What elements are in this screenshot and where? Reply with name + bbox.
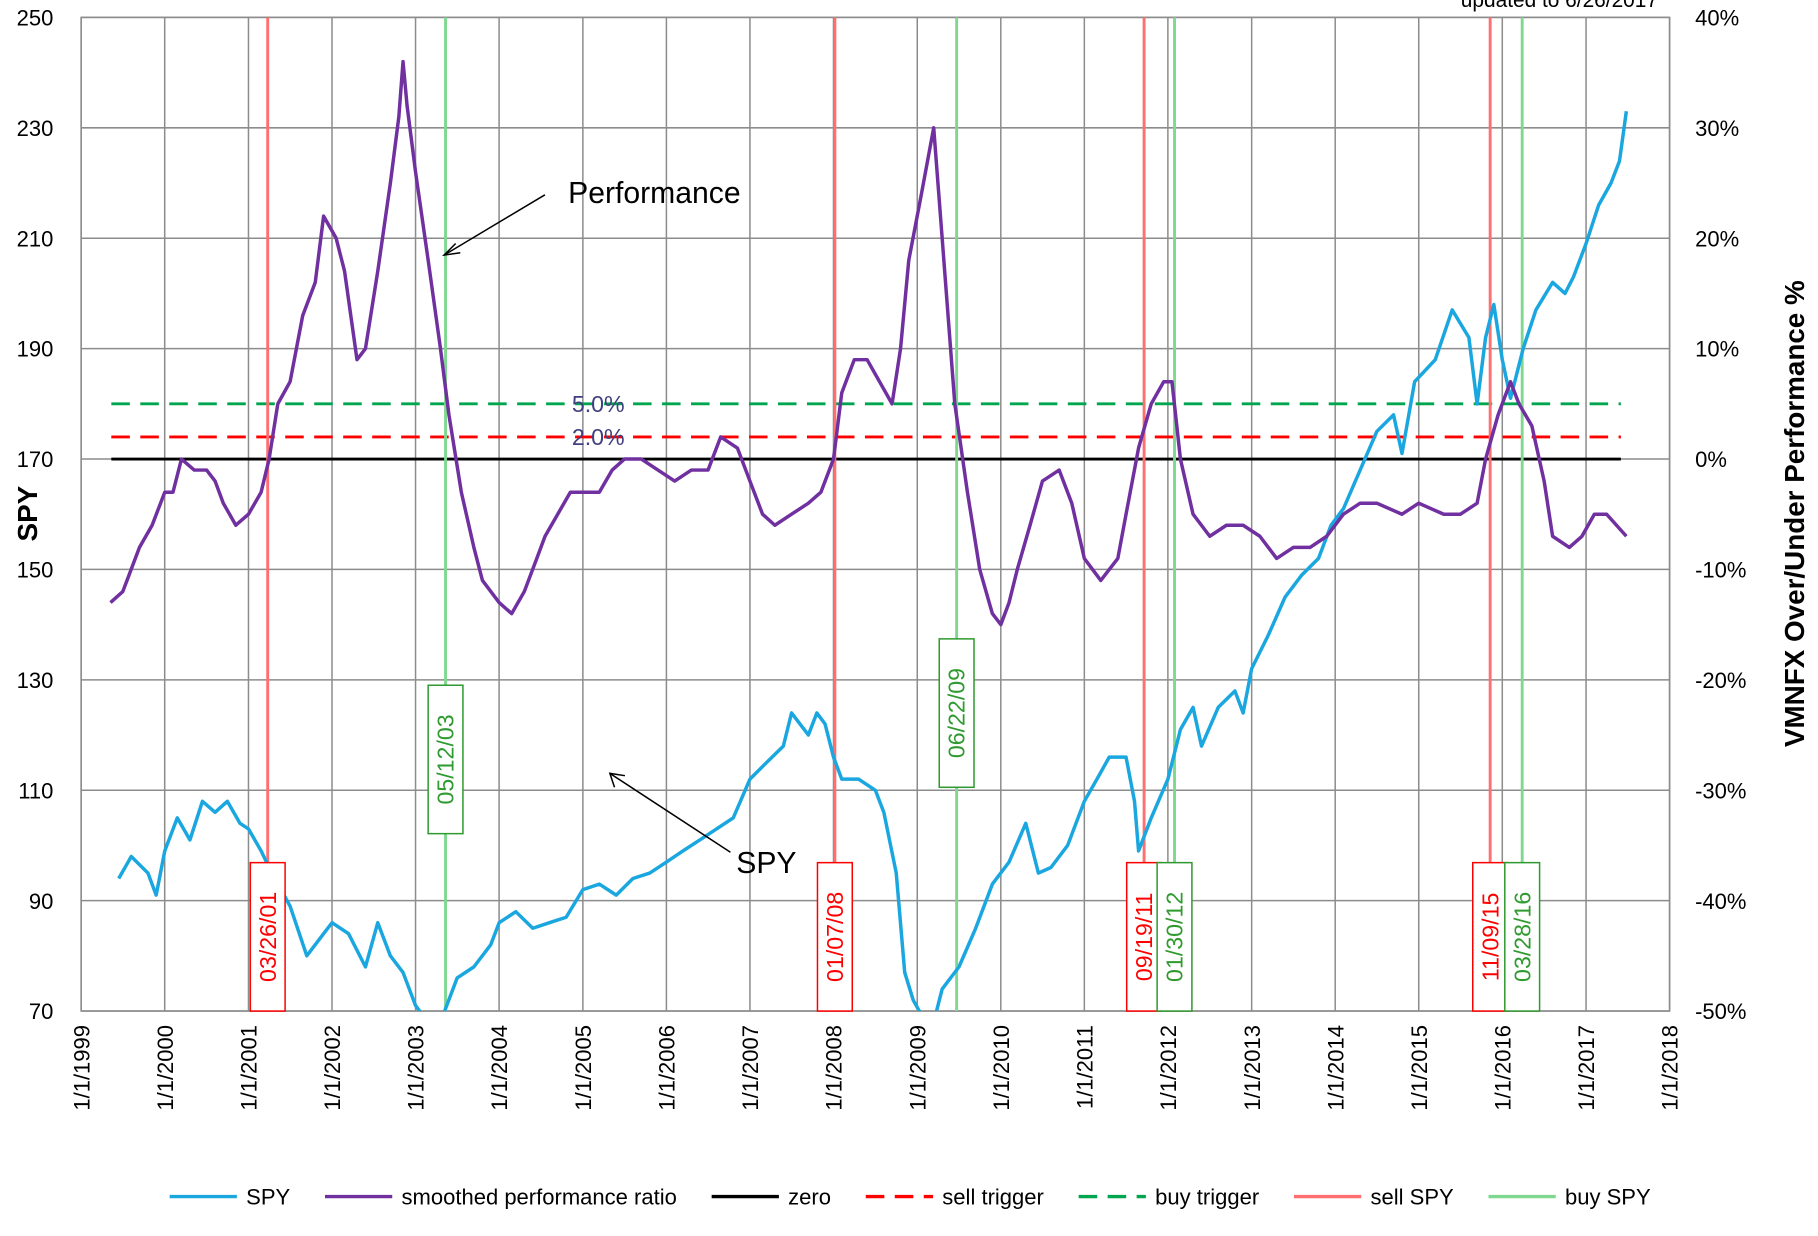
- y-tick-label: 170: [17, 447, 54, 472]
- performance-annotation: Performance: [568, 177, 740, 210]
- x-tick-label: 1/1/1999: [69, 1025, 94, 1111]
- y2-tick-label: 40%: [1695, 6, 1739, 31]
- signal-label: 06/22/09: [944, 668, 970, 758]
- y2-axis-title: VMNFX Over/Under Performance %: [1779, 280, 1810, 747]
- x-tick-label: 1/1/2005: [571, 1025, 596, 1111]
- signal-label: 03/26/01: [255, 892, 281, 982]
- y2-tick-label: -30%: [1695, 778, 1746, 803]
- trigger-label: 5.0%: [572, 391, 625, 417]
- y-tick-label: 150: [17, 558, 54, 583]
- y-tick-label: 130: [17, 668, 54, 693]
- legend-label: zero: [788, 1185, 831, 1210]
- y-axis-title: SPY: [12, 485, 43, 541]
- legend-label: smoothed performance ratio: [402, 1185, 677, 1210]
- x-tick-label: 1/1/2014: [1323, 1025, 1348, 1111]
- x-tick-label: 1/1/2012: [1156, 1025, 1181, 1111]
- signal-label-box: [427, 684, 464, 835]
- annotation-arrowhead: [441, 242, 461, 257]
- x-tick-label: 1/1/2001: [237, 1025, 262, 1111]
- trigger-label: 2.0%: [572, 424, 625, 450]
- signal-label-box: [1472, 861, 1509, 1012]
- y2-tick-label: -40%: [1695, 889, 1746, 914]
- annotation-arrowhead: [608, 772, 626, 788]
- x-tick-label: 1/1/2018: [1658, 1025, 1683, 1111]
- signal-label: 05/12/03: [433, 714, 459, 804]
- x-tick-label: 1/1/2009: [905, 1025, 930, 1111]
- y-tick-label: 230: [17, 116, 54, 141]
- x-tick-label: 1/1/2000: [153, 1025, 178, 1111]
- x-tick-label: 1/1/2006: [655, 1025, 680, 1111]
- legend-label: SPY: [246, 1185, 290, 1210]
- legend-label: sell trigger: [942, 1185, 1044, 1210]
- x-tick-label: 1/1/2002: [320, 1025, 345, 1111]
- plot-border: [80, 16, 1671, 1012]
- legend-label: sell SPY: [1370, 1185, 1454, 1210]
- signal-label-box: [1156, 861, 1193, 1012]
- legend-label: buy trigger: [1155, 1185, 1259, 1210]
- signal-label: 09/19/11: [1131, 893, 1157, 981]
- y-tick-label: 110: [18, 778, 53, 803]
- annotation-arrow: [443, 194, 546, 256]
- x-tick-label: 1/1/2015: [1407, 1025, 1432, 1111]
- signal-label-box: [1125, 861, 1163, 1012]
- y2-tick-label: -20%: [1695, 668, 1746, 693]
- series-line: [117, 110, 1629, 1012]
- y-tick-label: 90: [29, 889, 53, 914]
- y-tick-label: 70: [29, 999, 53, 1024]
- y-tick-label: 190: [17, 337, 54, 362]
- x-tick-label: 1/1/2007: [738, 1025, 763, 1111]
- x-tick-label: 1/1/2003: [404, 1025, 429, 1111]
- x-tick-label: 1/1/2011: [1072, 1025, 1097, 1109]
- x-tick-label: 1/1/2008: [822, 1025, 847, 1111]
- x-tick-label: 1/1/2010: [989, 1025, 1014, 1111]
- updated-note: updated to 6/26/2017: [1461, 0, 1658, 12]
- y2-tick-label: 30%: [1695, 116, 1739, 141]
- x-tick-label: 1/1/2017: [1574, 1025, 1599, 1111]
- signal-label-box: [1504, 861, 1541, 1012]
- y2-tick-label: 10%: [1695, 337, 1739, 362]
- x-tick-label: 1/1/2004: [487, 1025, 512, 1111]
- signal-label-box: [249, 861, 286, 1012]
- x-tick-label: 1/1/2013: [1240, 1025, 1265, 1111]
- signal-label: 01/30/12: [1162, 892, 1188, 982]
- signal-label: 11/09/15: [1477, 893, 1503, 981]
- signal-label-box: [816, 861, 854, 1012]
- annotation-arrow: [609, 772, 731, 853]
- series-line: [109, 59, 1628, 627]
- y-tick-label: 250: [17, 6, 54, 31]
- spy-annotation: SPY: [736, 847, 796, 880]
- signal-label: 03/28/16: [1509, 892, 1535, 982]
- signal-label-box: [938, 638, 975, 789]
- y2-tick-label: 0%: [1695, 447, 1727, 472]
- signal-label: 01/07/08: [822, 892, 848, 982]
- y2-tick-label: 20%: [1695, 226, 1739, 251]
- legend-label: buy SPY: [1565, 1185, 1651, 1210]
- y2-tick-label: -10%: [1695, 558, 1746, 583]
- y2-tick-label: -50%: [1695, 999, 1746, 1024]
- x-tick-label: 1/1/2016: [1490, 1025, 1515, 1111]
- y-tick-label: 210: [17, 226, 54, 251]
